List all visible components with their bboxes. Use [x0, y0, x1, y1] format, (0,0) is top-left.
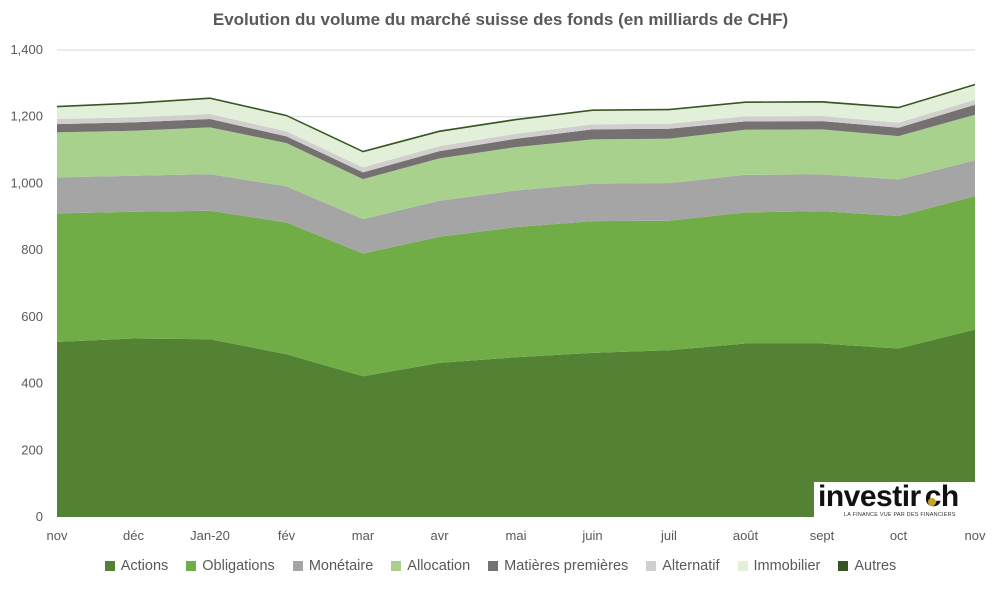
area-mon-taire [57, 160, 975, 254]
legend-swatch [292, 561, 303, 571]
legend-label: Monétaire [308, 558, 374, 574]
x-tick-label: juil [660, 528, 677, 543]
x-tick-label: nov [47, 528, 68, 543]
y-tick-label: 0 [36, 509, 43, 524]
legend-swatch [104, 561, 115, 571]
x-tick-label: oct [890, 528, 908, 543]
x-tick-label: mai [506, 528, 527, 543]
x-tick-label: août [733, 528, 759, 543]
legend-item: Monétaire [292, 558, 374, 574]
area-obligations [57, 196, 975, 377]
legend-item: Alternatif [646, 558, 720, 574]
y-axis-ticks: 0 200 400 600 800 1,000 1,200 1,400 [10, 42, 43, 524]
area-mati-res-premi-res [57, 104, 975, 180]
legend-swatch [186, 561, 197, 571]
legend-label: Allocation [407, 558, 471, 574]
legend-swatch [391, 561, 402, 571]
legend-label: Matières premières [504, 558, 629, 574]
y-tick-label: 600 [21, 309, 43, 324]
area-allocation [57, 114, 975, 220]
legend-swatch [737, 561, 748, 571]
y-tick-label: 1,400 [10, 42, 43, 57]
logo-tagline: LA FINANCE VUE PAR DES FINANCIERS [844, 512, 956, 518]
legend-label: Actions [120, 558, 169, 574]
chart-title: Evolution du volume du marché suisse des… [212, 10, 789, 29]
y-tick-label: 400 [21, 376, 43, 391]
x-axis-ticks: nov déc Jan-20 fév mar avr mai juin juil août sept… [47, 528, 986, 543]
legend-item: Actions [104, 558, 169, 574]
chart-legend: Actions Obligations Monétaire Allocation Mat… [0, 558, 1001, 574]
legend-item: Obligations [186, 558, 275, 574]
legend-swatch [488, 561, 499, 571]
logo-accent-dot [928, 498, 936, 506]
legend-swatch [646, 561, 657, 571]
x-tick-label: avr [430, 528, 449, 543]
x-tick-label: nov [965, 528, 986, 543]
x-tick-label: Jan-20 [190, 528, 230, 543]
y-tick-label: 1,000 [10, 175, 43, 190]
x-tick-label: mar [352, 528, 375, 543]
area-alternatif [57, 99, 975, 173]
legend-item: Immobilier [737, 558, 821, 574]
logo-text: investir ch [818, 480, 959, 513]
x-tick-label: sept [810, 528, 835, 543]
x-tick-label: déc [123, 528, 144, 543]
legend-label: Alternatif [662, 558, 720, 574]
area-series [57, 83, 975, 517]
legend-item: Autres [838, 558, 896, 574]
legend-label: Autres [854, 558, 897, 574]
legend-label: Immobilier [753, 558, 821, 574]
investir-logo: investir ch LA FINANCE VUE PAR DES FINAN… [814, 480, 976, 518]
area-immobilier [57, 85, 975, 168]
legend-label: Obligations [202, 558, 275, 574]
area-actions [57, 329, 975, 517]
y-tick-label: 800 [21, 242, 43, 257]
legend-item: Allocation [391, 558, 470, 574]
x-tick-label: fév [278, 528, 296, 543]
y-tick-label: 200 [21, 442, 43, 457]
x-tick-label: juin [581, 528, 602, 543]
legend-item: Matières premières [488, 558, 628, 574]
y-tick-label: 1,200 [10, 109, 43, 124]
legend-swatch [838, 561, 849, 571]
